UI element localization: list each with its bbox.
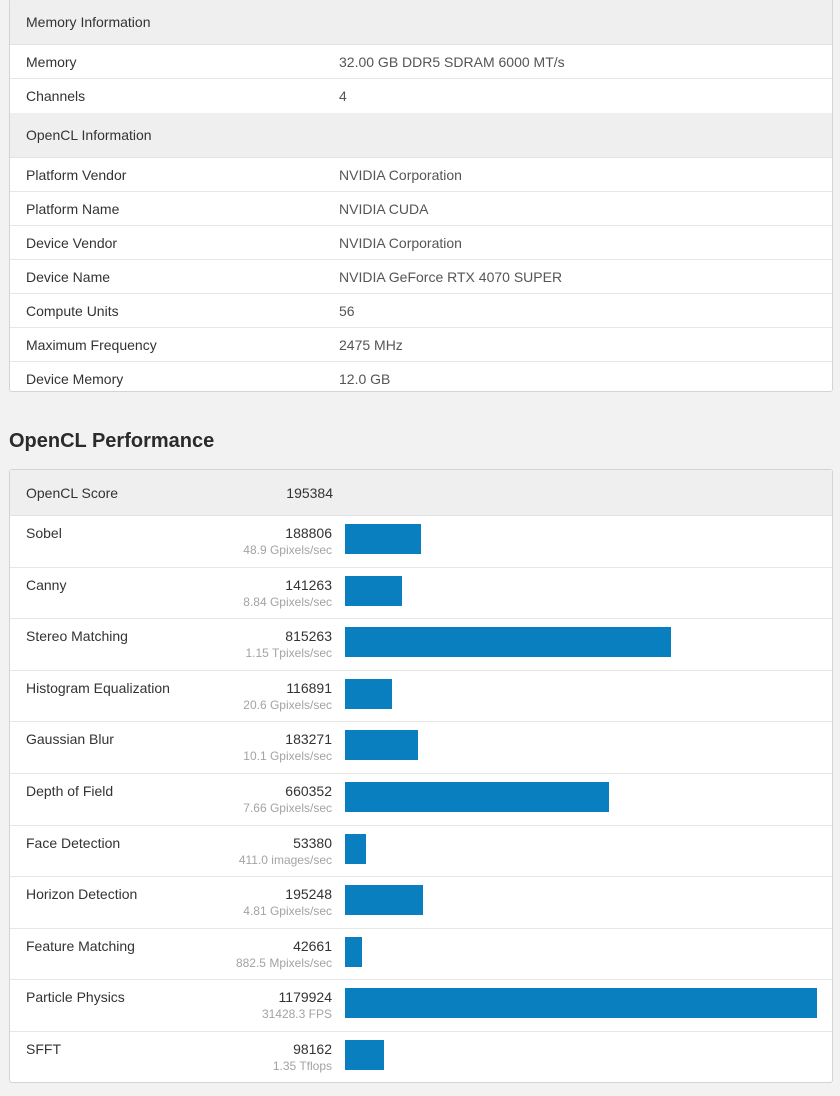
benchmark-rows: Sobel 188806 48.9 Gpixels/sec Canny 141263 8.… — [10, 516, 832, 1084]
info-value: NVIDIA Corporation — [339, 234, 462, 251]
system-info-table: Memory Information Memory 32.00 GB DDR5 … — [9, 0, 833, 392]
benchmark-name: Gaussian Blur — [26, 731, 114, 748]
benchmark-throughput: 7.66 Gpixels/sec — [243, 800, 332, 815]
benchmark-score-bar — [345, 833, 366, 864]
benchmark-score: 1179924 — [278, 989, 332, 1006]
benchmark-row: Histogram Equalization 116891 20.6 Gpixels… — [10, 671, 832, 723]
info-row-device-name: Device Name NVIDIA GeForce RTX 4070 SUPE… — [10, 260, 832, 294]
opencl-info-header-label: OpenCL Information — [26, 127, 152, 143]
info-value: NVIDIA GeForce RTX 4070 SUPER — [339, 268, 563, 285]
benchmark-name: Feature Matching — [26, 937, 135, 954]
benchmark-row: Stereo Matching 815263 1.15 Tpixels/sec — [10, 619, 832, 671]
info-label: Device Name — [26, 268, 111, 285]
info-row-platform-vendor: Platform Vendor NVIDIA Corporation — [10, 158, 832, 192]
benchmark-score: 42661 — [293, 937, 332, 954]
benchmark-score-bar — [345, 730, 418, 761]
info-value: 56 — [339, 302, 355, 319]
benchmark-row: Canny 141263 8.84 Gpixels/sec — [10, 568, 832, 620]
opencl-performance-table: OpenCL Score 195384 Sobel 188806 48.9 Gpix… — [9, 469, 833, 1083]
benchmark-row: Face Detection 53380 411.0 images/sec — [10, 826, 832, 878]
benchmark-score: 183271 — [285, 731, 332, 748]
info-label: Device Memory — [26, 371, 124, 387]
benchmark-throughput: 1.15 Tpixels/sec — [245, 646, 333, 661]
benchmark-row: Sobel 188806 48.9 Gpixels/sec — [10, 516, 832, 568]
opencl-score-value: 195384 — [286, 484, 333, 501]
info-value: NVIDIA Corporation — [339, 166, 462, 183]
info-value: 4 — [339, 88, 347, 104]
opencl-score-row: OpenCL Score 195384 — [10, 470, 832, 516]
benchmark-throughput: 8.84 Gpixels/sec — [243, 594, 332, 609]
benchmark-name: SFFT — [26, 1040, 61, 1057]
benchmark-name: Histogram Equalization — [26, 679, 170, 696]
benchmark-score: 53380 — [293, 834, 332, 851]
benchmark-name: Face Detection — [26, 834, 121, 851]
info-value: 2475 MHz — [339, 336, 403, 353]
benchmark-score-bar — [345, 1039, 384, 1070]
benchmark-name: Stereo Matching — [26, 628, 128, 645]
benchmark-row: Depth of Field 660352 7.66 Gpixels/sec — [10, 774, 832, 826]
benchmark-throughput: 10.1 Gpixels/sec — [243, 749, 332, 764]
benchmark-name: Sobel — [26, 525, 62, 541]
info-label: Maximum Frequency — [26, 336, 157, 353]
benchmark-score-bar — [345, 678, 392, 709]
info-label: Compute Units — [26, 302, 119, 319]
memory-info-header: Memory Information — [10, 0, 832, 45]
benchmark-throughput: 31428.3 FPS — [261, 1007, 332, 1022]
info-label: Device Vendor — [26, 234, 118, 251]
info-row-memory: Memory 32.00 GB DDR5 SDRAM 6000 MT/s — [10, 45, 832, 79]
info-row-channels: Channels 4 — [10, 79, 832, 113]
benchmark-throughput: 411.0 images/sec — [238, 852, 332, 867]
opencl-score-label: OpenCL Score — [26, 484, 119, 501]
benchmark-throughput: 20.6 Gpixels/sec — [243, 697, 332, 712]
benchmark-score: 195248 — [285, 886, 332, 903]
info-value: NVIDIA CUDA — [339, 200, 429, 217]
benchmark-throughput: 4.81 Gpixels/sec — [243, 904, 332, 919]
section-title: OpenCL Performance — [9, 430, 215, 452]
benchmark-score: 141263 — [285, 576, 332, 593]
benchmark-throughput: 882.5 Mpixels/sec — [235, 955, 332, 970]
benchmark-row: SFFT 98162 1.35 Tflops — [10, 1032, 832, 1084]
info-row-device-memory: Device Memory 12.0 GB — [10, 362, 832, 396]
benchmark-name: Canny — [26, 576, 67, 593]
benchmark-row: Gaussian Blur 183271 10.1 Gpixels/sec — [10, 722, 832, 774]
info-row-compute-units: Compute Units 56 — [10, 294, 832, 328]
info-value: 12.0 GB — [339, 371, 391, 387]
benchmark-name: Horizon Detection — [26, 886, 138, 903]
info-label: Channels — [26, 88, 86, 104]
benchmark-score: 98162 — [293, 1040, 332, 1057]
benchmark-score-bar — [345, 988, 817, 1019]
benchmark-name: Depth of Field — [26, 782, 114, 799]
info-label: Platform Name — [26, 200, 120, 217]
info-row-platform-name: Platform Name NVIDIA CUDA — [10, 192, 832, 226]
benchmark-score-bar — [345, 885, 423, 916]
benchmark-score: 660352 — [285, 782, 332, 799]
benchmark-score-bar — [345, 627, 671, 658]
benchmark-score: 815263 — [285, 628, 332, 645]
benchmark-score: 188806 — [285, 525, 332, 541]
info-label: Memory — [26, 53, 77, 70]
info-label: Platform Vendor — [26, 166, 127, 183]
info-value: 32.00 GB DDR5 SDRAM 6000 MT/s — [339, 53, 565, 70]
benchmark-row: Particle Physics 1179924 31428.3 FPS — [10, 980, 832, 1032]
benchmark-row: Horizon Detection 195248 4.81 Gpixels/sec — [10, 877, 832, 929]
benchmark-score-bar — [345, 781, 609, 812]
memory-info-header-label: Memory Information — [26, 13, 151, 30]
benchmark-score-bar — [345, 936, 362, 967]
benchmark-score-bar — [345, 575, 402, 606]
opencl-info-header: OpenCL Information — [10, 113, 832, 158]
benchmark-throughput: 48.9 Gpixels/sec — [243, 543, 332, 557]
benchmark-throughput: 1.35 Tflops — [272, 1058, 332, 1073]
benchmark-score-bar — [345, 524, 421, 554]
info-row-device-vendor: Device Vendor NVIDIA Corporation — [10, 226, 832, 260]
info-row-max-frequency: Maximum Frequency 2475 MHz — [10, 328, 832, 362]
benchmark-row: Feature Matching 42661 882.5 Mpixels/sec — [10, 929, 832, 981]
benchmark-score: 116891 — [286, 679, 332, 696]
benchmark-name: Particle Physics — [26, 989, 125, 1006]
